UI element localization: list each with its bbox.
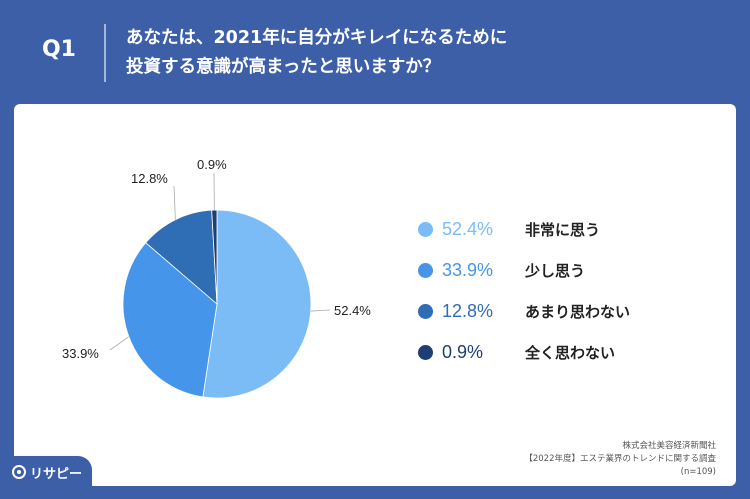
question-number: Q1 xyxy=(41,37,76,62)
brand-logo-text: リサピー xyxy=(30,466,83,482)
legend-label: 全く思わない xyxy=(525,343,616,362)
legend-item: 12.8% あまり思わない xyxy=(418,296,630,326)
chart-legend: 52.4% 非常に思う 33.9% 少し思う 12.8% あまり思わない 0.9… xyxy=(418,214,630,378)
sample-size: (n=109) xyxy=(680,467,716,477)
data-label: 52.4% xyxy=(334,303,371,318)
legend-value: 52.4% xyxy=(442,218,494,239)
legend-swatch-somewhat xyxy=(418,262,433,278)
slice-not-much xyxy=(145,209,218,305)
slice-somewhat xyxy=(122,242,218,398)
legend-swatch-not-much xyxy=(418,303,433,319)
header-divider xyxy=(104,24,106,82)
legend-label: あまり思わない xyxy=(525,302,631,321)
legend-item: 52.4% 非常に思う xyxy=(418,214,630,244)
legend-swatch-not-at-all xyxy=(418,344,433,360)
question-line-2: 投資する意識が高まったと思いますか？ xyxy=(126,57,441,77)
legend-label: 非常に思う xyxy=(525,220,601,239)
question-line-1: あなたは、2021年に自分がキレイになるために xyxy=(126,28,508,48)
data-label: 12.8% xyxy=(131,171,168,186)
legend-value: 33.9% xyxy=(442,259,494,280)
leader-line xyxy=(310,309,331,312)
pie-chart: 52.4% 33.9% 12.8% 0.9% xyxy=(62,157,371,399)
data-label: 33.9% xyxy=(62,346,99,361)
source-note: 株式会社美容経済新聞社 【2022年度】エステ業界のトレンドに関する調査 (n=… xyxy=(524,440,716,479)
question-header: Q1 あなたは、2021年に自分がキレイになるために 投資する意識が高まったと思… xyxy=(0,0,750,104)
source-survey: 【2022年度】エステ業界のトレンドに関する調査 xyxy=(524,454,716,464)
data-label: 0.9% xyxy=(197,157,227,172)
leader-line xyxy=(173,185,176,220)
legend-item: 33.9% 少し思う xyxy=(418,255,630,285)
pin-icon xyxy=(12,465,26,479)
source-company: 株式会社美容経済新聞社 xyxy=(622,441,716,451)
legend-item: 0.9% 全く思わない xyxy=(418,337,630,367)
legend-value: 12.8% xyxy=(442,300,494,321)
legend-value: 0.9% xyxy=(442,341,484,362)
leader-line xyxy=(109,336,130,351)
slice-very-much xyxy=(202,209,312,399)
chart-panel: 52.4% 33.9% 12.8% 0.9% 52.4% 非常に思う 33.9% 少し… xyxy=(14,104,736,486)
legend-swatch-very-much xyxy=(418,221,433,237)
question-text: あなたは、2021年に自分がキレイになるために 投資する意識が高まったと思います… xyxy=(126,24,716,82)
legend-label: 少し思う xyxy=(525,261,586,280)
brand-logo: リサピー xyxy=(0,456,92,488)
